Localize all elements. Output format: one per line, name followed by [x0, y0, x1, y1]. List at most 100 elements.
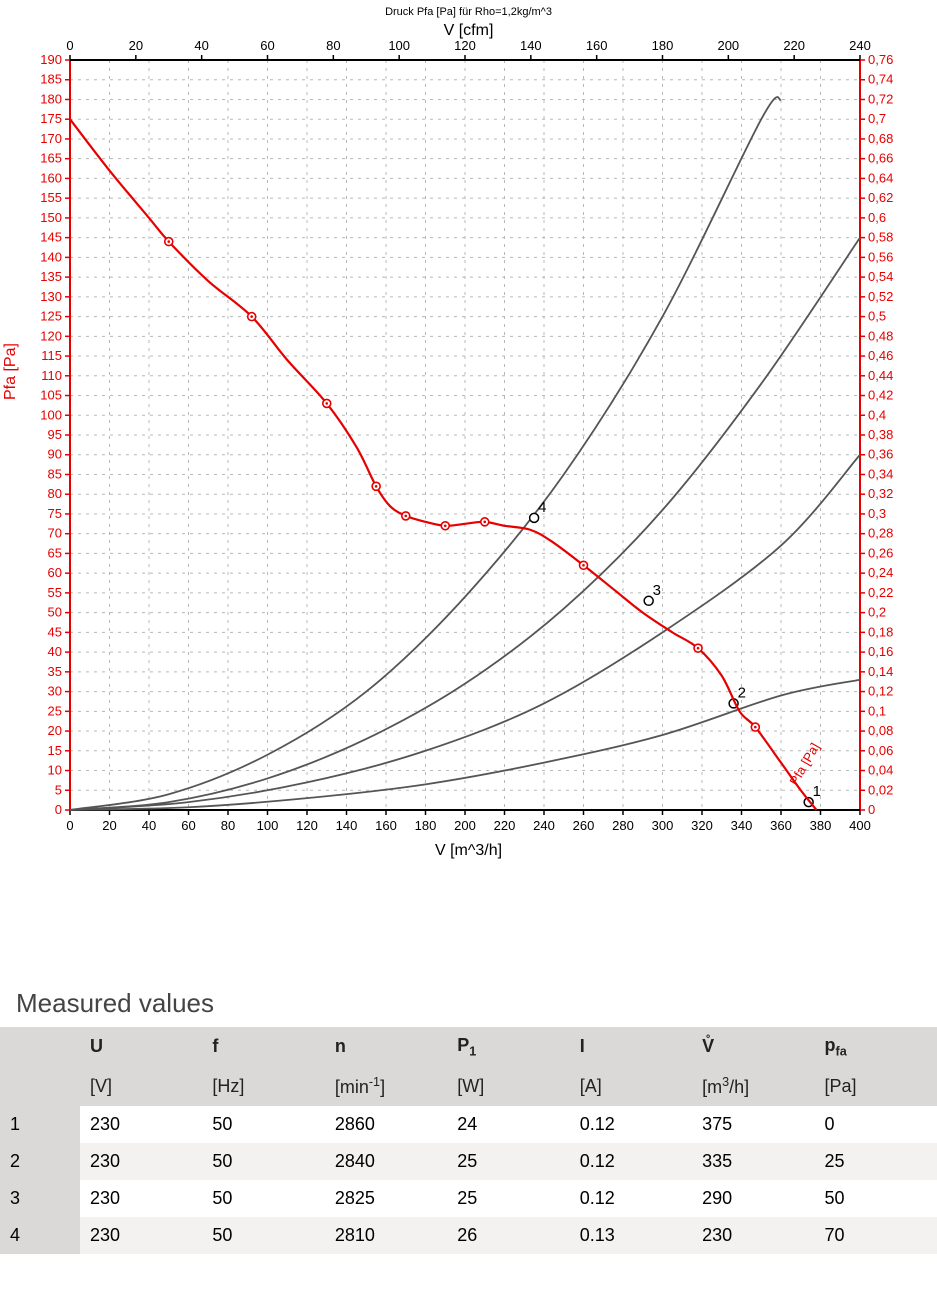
table-header-unit: [min-1]	[325, 1067, 447, 1106]
svg-text:60: 60	[48, 565, 62, 580]
svg-text:0,66: 0,66	[868, 151, 893, 166]
svg-text:0,22: 0,22	[868, 585, 893, 600]
svg-text:60: 60	[260, 38, 274, 53]
svg-text:175: 175	[40, 111, 62, 126]
svg-text:185: 185	[40, 72, 62, 87]
table-header: I	[570, 1027, 692, 1067]
table-header: P1	[447, 1027, 569, 1067]
svg-text:5: 5	[55, 782, 62, 797]
y-left-axis-label: Pfa [Pa]	[2, 343, 20, 400]
x-bottom-axis-label: V [m^3/h]	[0, 842, 937, 860]
table-cell: 230	[80, 1180, 202, 1217]
svg-text:300: 300	[652, 818, 674, 833]
svg-text:0: 0	[55, 802, 62, 817]
svg-text:105: 105	[40, 388, 62, 403]
table-cell: 2860	[325, 1106, 447, 1143]
measured-values-table: UfnP1IV̊pfa [V][Hz][min-1][W][A][m3/h][P…	[0, 1027, 937, 1254]
svg-text:0,24: 0,24	[868, 565, 893, 580]
svg-text:190: 190	[40, 52, 62, 67]
svg-text:0,6: 0,6	[868, 210, 886, 225]
svg-text:0,4: 0,4	[868, 407, 886, 422]
svg-text:0,26: 0,26	[868, 545, 893, 560]
svg-text:80: 80	[221, 818, 235, 833]
svg-text:10: 10	[48, 763, 62, 778]
table-cell: 25	[447, 1143, 569, 1180]
table-header: U	[80, 1027, 202, 1067]
table-row: 1230502860240.123750	[0, 1106, 937, 1143]
measured-values-section: Measured values UfnP1IV̊pfa [V][Hz][min-…	[0, 980, 937, 1254]
svg-text:120: 120	[454, 38, 476, 53]
svg-text:30: 30	[48, 684, 62, 699]
svg-text:0,7: 0,7	[868, 111, 886, 126]
svg-text:120: 120	[296, 818, 318, 833]
svg-text:0,48: 0,48	[868, 328, 893, 343]
svg-text:50: 50	[48, 605, 62, 620]
table-row: 4230502810260.1323070	[0, 1217, 937, 1254]
svg-text:360: 360	[770, 818, 792, 833]
svg-text:0,64: 0,64	[868, 170, 893, 185]
svg-text:280: 280	[612, 818, 634, 833]
svg-text:0,52: 0,52	[868, 289, 893, 304]
svg-text:135: 135	[40, 269, 62, 284]
svg-text:220: 220	[783, 38, 805, 53]
svg-text:155: 155	[40, 190, 62, 205]
svg-text:0,38: 0,38	[868, 427, 893, 442]
svg-text:1: 1	[813, 783, 821, 800]
svg-text:0,62: 0,62	[868, 190, 893, 205]
table-cell: 230	[692, 1217, 814, 1254]
svg-text:100: 100	[40, 407, 62, 422]
table-header-unit: [Hz]	[202, 1067, 324, 1106]
svg-text:0,32: 0,32	[868, 486, 893, 501]
svg-text:75: 75	[48, 506, 62, 521]
table-cell: 0.12	[570, 1180, 692, 1217]
table-cell: 50	[202, 1106, 324, 1143]
svg-text:0,1: 0,1	[868, 703, 886, 718]
table-cell: 0.12	[570, 1106, 692, 1143]
table-cell: 290	[692, 1180, 814, 1217]
svg-text:55: 55	[48, 585, 62, 600]
table-row: 3230502825250.1229050	[0, 1180, 937, 1217]
svg-text:0,74: 0,74	[868, 72, 893, 87]
svg-text:0,04: 0,04	[868, 763, 893, 778]
svg-text:140: 140	[336, 818, 358, 833]
svg-text:260: 260	[573, 818, 595, 833]
table-cell: 1	[0, 1106, 80, 1143]
svg-text:40: 40	[142, 818, 156, 833]
table-cell: 50	[815, 1180, 937, 1217]
svg-text:150: 150	[40, 210, 62, 225]
pressure-chart: Druck Pfa [Pa] für Rho=1,2kg/m^3 V [cfm]…	[0, 0, 937, 870]
table-cell: 70	[815, 1217, 937, 1254]
svg-text:20: 20	[48, 723, 62, 738]
svg-text:125: 125	[40, 309, 62, 324]
svg-text:45: 45	[48, 624, 62, 639]
svg-text:160: 160	[40, 170, 62, 185]
table-cell: 0	[815, 1106, 937, 1143]
table-cell: 230	[80, 1143, 202, 1180]
table-cell: 2810	[325, 1217, 447, 1254]
svg-text:0,36: 0,36	[868, 447, 893, 462]
svg-text:60: 60	[181, 818, 195, 833]
svg-text:20: 20	[102, 818, 116, 833]
chart-title: Druck Pfa [Pa] für Rho=1,2kg/m^3	[0, 6, 937, 18]
svg-text:220: 220	[494, 818, 516, 833]
table-header: f	[202, 1027, 324, 1067]
svg-text:0,18: 0,18	[868, 624, 893, 639]
svg-text:25: 25	[48, 703, 62, 718]
table-header: n	[325, 1027, 447, 1067]
table-title: Measured values	[0, 980, 937, 1027]
svg-text:340: 340	[731, 818, 753, 833]
svg-text:0,56: 0,56	[868, 249, 893, 264]
table-header-unit: [Pa]	[815, 1067, 937, 1106]
svg-text:0,06: 0,06	[868, 743, 893, 758]
table-header-unit: [A]	[570, 1067, 692, 1106]
svg-text:70: 70	[48, 526, 62, 541]
table-cell: 2840	[325, 1143, 447, 1180]
x-top-axis-label: V [cfm]	[0, 22, 937, 40]
svg-text:0,3: 0,3	[868, 506, 886, 521]
svg-text:140: 140	[520, 38, 542, 53]
table-cell: 25	[447, 1180, 569, 1217]
svg-text:35: 35	[48, 664, 62, 679]
svg-text:100: 100	[257, 818, 279, 833]
svg-text:40: 40	[194, 38, 208, 53]
table-header-unit	[0, 1067, 80, 1106]
